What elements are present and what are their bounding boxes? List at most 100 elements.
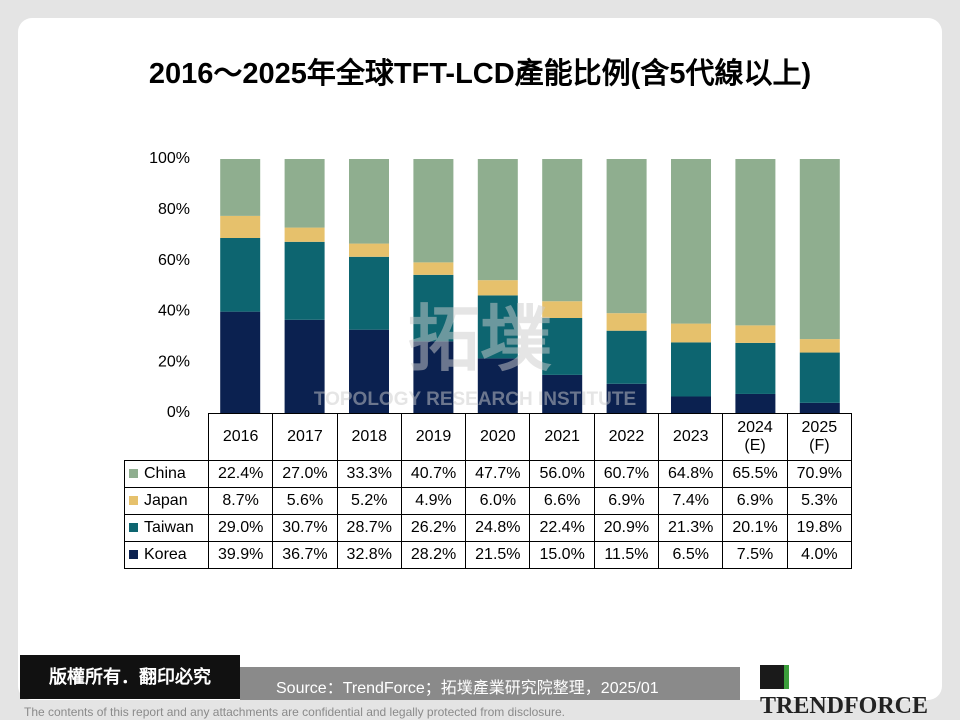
data-label: 22.4% — [207, 460, 274, 488]
data-label: 56.0% — [529, 460, 595, 488]
data-label: 65.5% — [722, 460, 788, 488]
bar-segment — [220, 215, 261, 238]
data-label: 5.6% — [272, 487, 338, 515]
bar-segment — [413, 274, 454, 342]
table-row: China 22.4% 27.0% 33.3% 40.7% 47.7% 56.0% 60.7%… — [124, 460, 853, 488]
bar-segment — [220, 159, 261, 216]
legend-swatch — [129, 469, 138, 478]
data-label: 26.2% — [400, 514, 467, 542]
data-label: 5.2% — [336, 487, 402, 515]
bar-segment — [735, 342, 776, 394]
x-tick-label: 2020 — [465, 413, 531, 461]
data-label: 24.8% — [465, 514, 531, 542]
bar-segment — [542, 301, 583, 319]
bar-segment — [349, 329, 389, 413]
y-tick-label: 80% — [158, 201, 190, 218]
legend-swatch — [129, 523, 138, 532]
watermark: TOPOLOGY RESEARCH INSTITUTE — [314, 389, 636, 410]
bar-segment — [413, 341, 454, 413]
y-tick-label: 20% — [158, 353, 190, 370]
corner — [125, 414, 209, 461]
data-label: 20.9% — [593, 514, 660, 542]
source: Source：TrendForce；拓墣產業研究院整理，2025/01 — [276, 680, 659, 697]
bar-segment — [606, 330, 647, 384]
data-label: 21.5% — [465, 541, 531, 569]
bar-segment — [413, 159, 454, 263]
x-tick-label: 2019 — [400, 413, 467, 461]
disclaimer: The contents of this report and any atta… — [24, 705, 565, 719]
bar-segment — [799, 402, 840, 413]
bar-segment — [671, 342, 711, 397]
bar-segment — [284, 241, 325, 320]
data-label: 27.0% — [272, 460, 338, 488]
data-label: 7.4% — [658, 487, 724, 515]
bar-segment — [477, 280, 518, 296]
data-label: 4.9% — [400, 487, 467, 515]
source-bar — [240, 667, 740, 700]
data-label: 4.0% — [786, 541, 853, 569]
legend-cell: Taiwan — [124, 514, 209, 542]
legend-label: China — [144, 465, 186, 482]
bar-segment — [220, 237, 261, 312]
logo-text: TrendForce — [760, 693, 929, 719]
data-label: 36.7% — [272, 541, 338, 569]
bar-segment — [799, 339, 840, 353]
bar-segment — [220, 311, 261, 413]
bar-segment — [542, 159, 583, 302]
bar-segment — [542, 318, 583, 375]
data-label: 33.3% — [336, 460, 402, 488]
bar-segment — [606, 313, 647, 331]
data-label: 19.8% — [786, 514, 853, 542]
bar-segment — [477, 295, 518, 359]
data-label: 40.7% — [400, 460, 467, 488]
x-tick-label: 2018 — [336, 413, 402, 461]
bar-segment — [349, 256, 389, 330]
legend-cell: Japan — [124, 487, 209, 515]
data-label: 6.9% — [722, 487, 788, 515]
data-label: 20.1% — [722, 514, 788, 542]
legend-label: Japan — [144, 492, 188, 509]
bar-segment — [671, 323, 711, 343]
data-label: 7.5% — [722, 541, 788, 569]
logo: TrendForce — [760, 665, 960, 720]
bar-segment — [799, 159, 840, 340]
header-row: 2016 2017 2018 2019 2020 2021 2022 2023 2024 (E)… — [125, 413, 853, 461]
x-tick-label: 2022 — [593, 413, 660, 461]
bar-segment — [671, 159, 711, 324]
legend-cell: China — [124, 460, 209, 488]
data-label: 39.9% — [207, 541, 274, 569]
x-tick-label: 2016 — [207, 413, 274, 461]
data-label: 6.9% — [593, 487, 660, 515]
copyright: 版權所有．翻印必究 — [20, 655, 240, 699]
legend-swatch — [129, 496, 138, 505]
y-tick-label: 100% — [149, 150, 190, 167]
data-label: 28.7% — [336, 514, 402, 542]
legend-swatch — [129, 550, 138, 559]
data-label: 29.0% — [207, 514, 274, 542]
x-tick-label: 2021 — [529, 413, 595, 461]
data-label: 64.8% — [658, 460, 724, 488]
bar-segment — [671, 396, 711, 413]
table-row: Korea 39.9% 36.7% 32.8% 28.2% 21.5% 15.0% 11.5%… — [124, 541, 853, 569]
bar-segment — [542, 374, 583, 413]
data-label: 70.9% — [786, 460, 853, 488]
data-label: 11.5% — [593, 541, 660, 569]
data-label: 5.3% — [786, 487, 853, 515]
bar-segment — [606, 383, 647, 413]
bar-segment — [735, 325, 776, 343]
bar-segment — [284, 159, 325, 228]
data-label: 15.0% — [529, 541, 595, 569]
data-label: 28.2% — [400, 541, 467, 569]
bar-segment — [413, 262, 454, 275]
x-tick-label: 2025 (F) — [786, 413, 853, 461]
bar-segment — [477, 159, 518, 281]
table-row: Japan 8.7% 5.6% 5.2% 4.9% 6.0% 6.6% 6.9% 7.4% 6.9… — [124, 487, 853, 515]
data-label: 6.0% — [465, 487, 531, 515]
chart-title: 2016～2025年全球TFT-LCD產能比例(含5代線以上) — [148, 58, 812, 90]
legend-label: Taiwan — [144, 519, 194, 536]
data-label: 8.7% — [207, 487, 274, 515]
legend-cell: Korea — [124, 541, 209, 569]
legend-label: Korea — [144, 546, 187, 563]
data-label: 22.4% — [529, 514, 595, 542]
